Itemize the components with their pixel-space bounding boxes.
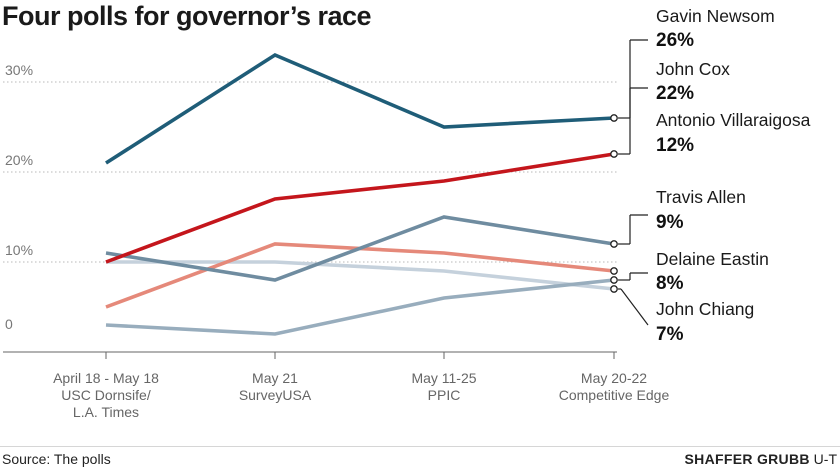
series-line xyxy=(105,215,615,282)
series-value-label: 22% xyxy=(656,83,694,104)
series-name-label: Antonio Villaraigosa xyxy=(656,110,811,130)
series-line xyxy=(105,278,615,336)
end-marker xyxy=(610,267,618,275)
x-tick-label: May 21 xyxy=(252,370,298,386)
y-tick-label: 10% xyxy=(5,242,33,258)
series-value-label: 7% xyxy=(656,324,684,345)
series-line xyxy=(105,242,615,309)
credit-name: SHAFFER GRUBB xyxy=(684,451,810,467)
end-marker xyxy=(610,240,618,248)
credit: SHAFFER GRUBB U-T xyxy=(685,451,837,467)
series-name-label: Gavin Newsom xyxy=(656,6,775,26)
end-marker xyxy=(610,276,618,284)
end-marker xyxy=(610,114,618,122)
x-tick-label: SurveyUSA xyxy=(239,387,312,403)
series-line xyxy=(105,52,615,165)
series-line xyxy=(105,152,615,264)
series-value-label: 9% xyxy=(656,212,684,233)
series-line xyxy=(106,260,615,291)
x-tick-label: May 11-25 xyxy=(411,370,476,386)
series-name-label: John Chiang xyxy=(656,299,754,319)
x-tick-label: USC Dornsife/ xyxy=(61,387,151,403)
credit-org: U-T xyxy=(813,451,837,467)
series-name-label: John Cox xyxy=(656,59,730,79)
series-value-label: 26% xyxy=(656,30,694,51)
leader-line xyxy=(620,288,649,326)
end-marker xyxy=(610,285,618,293)
y-tick-label: 0 xyxy=(5,316,13,332)
y-tick-label: 30% xyxy=(5,62,33,78)
x-tick-label: L.A. Times xyxy=(73,404,139,420)
source-note: Source: The polls xyxy=(2,451,111,467)
y-tick-label: 20% xyxy=(5,152,33,168)
series-value-label: 12% xyxy=(656,135,694,156)
chart-title: Four polls for governor’s race xyxy=(2,1,372,31)
footer-divider xyxy=(0,446,840,447)
series-name-label: Delaine Eastin xyxy=(656,249,769,269)
x-tick-label: April 18 - May 18 xyxy=(53,370,159,386)
end-marker xyxy=(610,150,618,158)
series-name-label: Travis Allen xyxy=(656,187,746,207)
x-tick-label: PPIC xyxy=(428,387,461,403)
x-tick-label: Competitive Edge xyxy=(559,387,670,403)
x-tick-label: May 20-22 xyxy=(581,370,647,386)
series-value-label: 8% xyxy=(656,273,684,294)
